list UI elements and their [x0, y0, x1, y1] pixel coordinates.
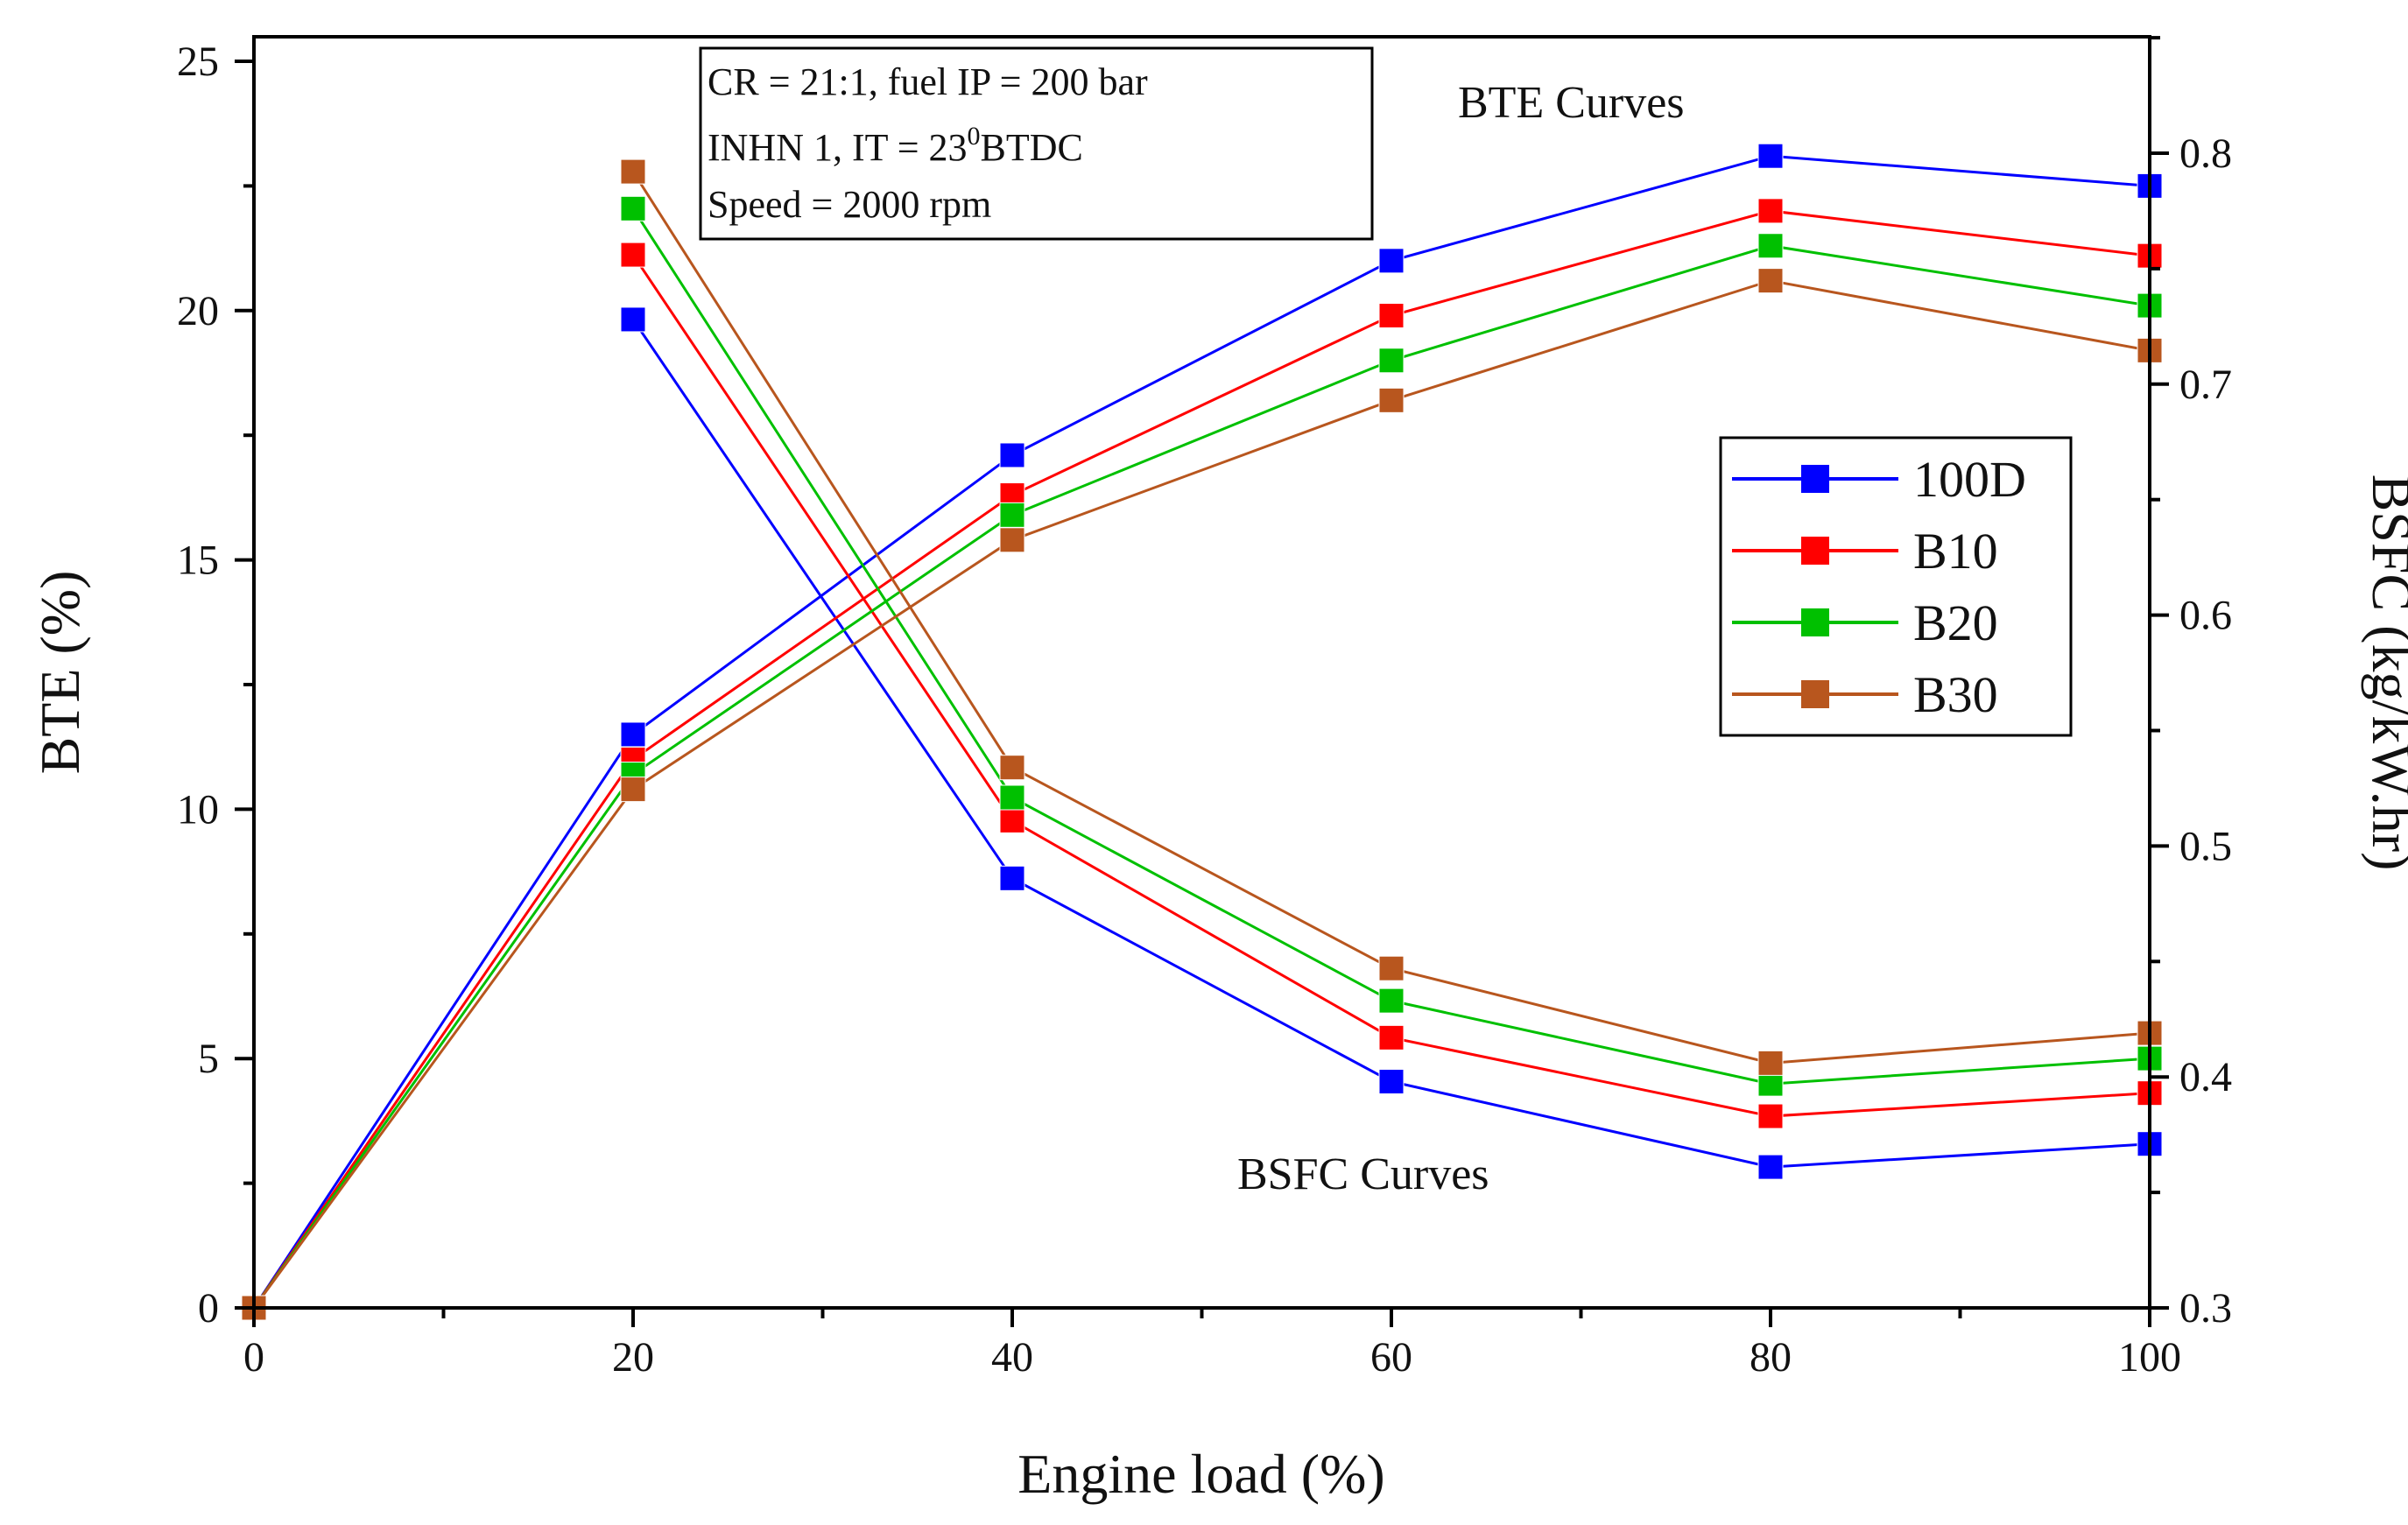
legend-frame — [1719, 436, 2073, 737]
y2-tick-label: 0.5 — [2179, 823, 2232, 869]
x-tick-label: 20 — [612, 1334, 654, 1381]
info-line-2-sup: 0 — [968, 122, 981, 151]
x-tick-label: 40 — [991, 1334, 1033, 1381]
info-line-1: CR = 21:1, fuel IP = 200 bar — [708, 60, 1148, 103]
bte-line-b30 — [252, 279, 2151, 1309]
bte-curves-annotation: BTE Curves — [1458, 78, 1685, 128]
y-tick-label: 10 — [177, 786, 219, 833]
bte-point-100d — [620, 721, 646, 748]
bsfc-point-b10 — [1757, 1103, 1784, 1129]
y2-tick-label: 0.7 — [2179, 362, 2232, 408]
bsfc-point-b10 — [1378, 1024, 1405, 1051]
y-tick-label: 5 — [198, 1036, 219, 1082]
bsfc-point-100d — [1378, 1068, 1405, 1094]
bte-point-b20 — [1757, 233, 1784, 259]
bsfc-point-100d — [1757, 1154, 1784, 1180]
axes: 0 20 40 60 80 100 0 5 10 15 20 25 0.3 0.4 0.5 0.6 0.7 0.8 — [177, 36, 2232, 1381]
y-tick-label: 20 — [177, 288, 219, 334]
bsfc-point-100d — [620, 306, 646, 333]
y-tick-label: 15 — [177, 538, 219, 584]
bte-point-b30 — [999, 527, 1025, 553]
x-tick-label: 0 — [243, 1334, 264, 1381]
bsfc-point-b10 — [620, 242, 646, 268]
legend-item-b30: B30 — [1732, 666, 1998, 723]
info-line-2: INHN 1, IT = 230BTDC — [708, 122, 1083, 169]
legend-item-b10: B10 — [1732, 523, 1998, 580]
bte-point-b10 — [1378, 302, 1405, 328]
bsfc-point-b30 — [1378, 955, 1405, 981]
legend-marker — [1801, 680, 1829, 708]
bte-line-100d — [252, 154, 2151, 1309]
y2-tick-label: 0.6 — [2179, 593, 2232, 639]
y2-tick-label: 0.3 — [2179, 1285, 2232, 1332]
info-box: CR = 21:1, fuel IP = 200 bar INHN 1, IT … — [699, 46, 1374, 241]
y2-axis-title: BSFC (kg/kW.hr) — [2361, 474, 2408, 871]
y-tick-label: 25 — [177, 39, 219, 85]
legend-item-100d: 100D — [1732, 451, 2026, 508]
x-axis-title: Engine load (%) — [1017, 1443, 1384, 1505]
bte-line-b20 — [252, 244, 2151, 1309]
x-tick-label: 100 — [2118, 1334, 2181, 1381]
info-line-3: Speed = 2000 rpm — [708, 183, 991, 226]
info-line-2-suffix: BTDC — [981, 126, 1083, 169]
legend-marker — [1801, 465, 1829, 493]
y2-tick-label: 0.4 — [2179, 1054, 2232, 1100]
bte-point-100d — [1757, 143, 1784, 169]
info-line-2-prefix: INHN 1, IT = 23 — [708, 126, 968, 169]
bsfc-point-b30 — [620, 158, 646, 185]
legend-label: B20 — [1913, 594, 1998, 651]
bsfc-curves-annotation: BSFC Curves — [1237, 1149, 1489, 1199]
bsfc-point-b20 — [999, 784, 1025, 811]
bsfc-point-100d — [999, 865, 1025, 891]
legend-marker — [1801, 537, 1829, 565]
y-axis-title: BTE (%) — [29, 571, 91, 775]
bte-point-b20 — [999, 502, 1025, 528]
bte-line-b10 — [252, 209, 2151, 1309]
bte-point-b30 — [1378, 387, 1405, 413]
bsfc-point-b30 — [999, 755, 1025, 781]
bsfc-point-b20 — [1378, 987, 1405, 1014]
legend: 100D B10 B20 B30 — [1719, 436, 2073, 737]
bte-point-b10 — [1757, 198, 1784, 224]
bsfc-point-b10 — [999, 807, 1025, 833]
legend-label: B30 — [1913, 666, 1998, 723]
bte-point-b20 — [1378, 348, 1405, 374]
x-tick-label: 80 — [1750, 1334, 1792, 1381]
bsfc-point-b20 — [620, 195, 646, 221]
legend-marker — [1801, 608, 1829, 636]
y-tick-label: 0 — [198, 1285, 219, 1332]
legend-item-b20: B20 — [1732, 594, 1998, 651]
bte-point-100d — [1378, 248, 1405, 274]
bte-point-b30 — [620, 777, 646, 803]
info-box-frame — [699, 46, 1374, 241]
x-tick-label: 60 — [1370, 1334, 1412, 1381]
bsfc-point-b30 — [1757, 1050, 1784, 1076]
bte-point-b30 — [1757, 268, 1784, 294]
y2-tick-label: 0.8 — [2179, 130, 2232, 177]
legend-label: 100D — [1913, 451, 2026, 508]
bte-point-100d — [999, 442, 1025, 468]
legend-label: B10 — [1913, 523, 1998, 580]
